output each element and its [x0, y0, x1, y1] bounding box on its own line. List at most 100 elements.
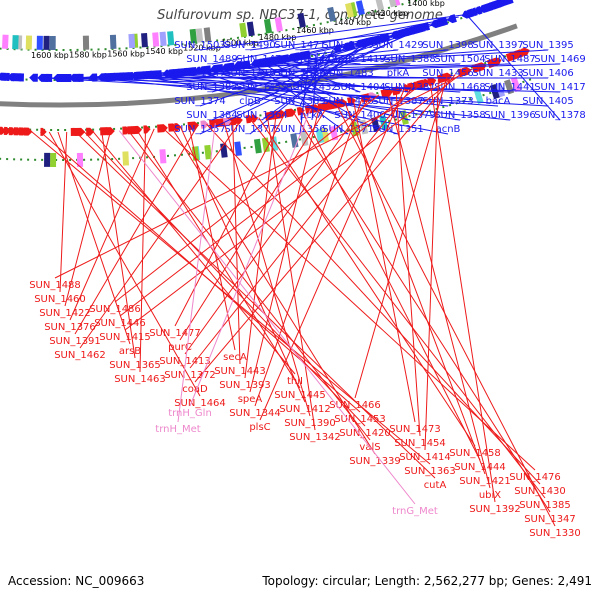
reverse-gene-label: SUN_1413: [159, 356, 211, 367]
reverse-gene-label: purC: [168, 342, 192, 353]
forward-gene-label: SUN_1487: [484, 54, 536, 65]
kbp-tick-label: 1400 kbp: [407, 0, 445, 8]
reverse-gene-label: SUN_1453: [334, 414, 386, 425]
reverse-label-leader: [75, 131, 436, 479]
reverse-label-leader: [54, 68, 473, 279]
reverse-gene-label: SUN_1444: [454, 462, 506, 473]
reverse-gene-arrow: [0, 126, 7, 135]
reverse-gene-label: arsB: [119, 346, 141, 357]
forward-gene-label: SUN_1374: [174, 96, 226, 107]
reverse-gene-arrow: [251, 114, 259, 123]
forward-cog-block: [43, 35, 50, 50]
reverse-label-leader: [101, 131, 136, 359]
reverse-label-leader: [114, 94, 380, 303]
reverse-gene-arrow: [13, 127, 22, 136]
forward-gene-label: SUN_1373: [422, 96, 474, 107]
reverse-label-leader: [335, 103, 556, 527]
reverse-gene-label: SUN_1412: [279, 404, 331, 415]
forward-gene-label: SUN_1429: [372, 40, 424, 51]
reverse-gene-label: SUN_1365: [109, 360, 161, 371]
reverse-gene-label: cutA: [424, 480, 447, 491]
forward-cog-block: [2, 34, 9, 49]
reverse-gene-label: SUN_1415: [99, 332, 151, 343]
reverse-gene-label: SUN_1477: [149, 328, 201, 339]
reverse-label-leader: [184, 96, 372, 355]
reverse-gene-arrow: [505, 52, 516, 62]
forward-gene-label: SUN_1471: [274, 40, 326, 51]
forward-gene-label: SUN_1398: [422, 40, 474, 51]
forward-gene-label: SUN_1351: [372, 124, 424, 135]
reverse-gene-label: SUN_1443: [214, 366, 266, 377]
reverse-gene-arrow: [18, 127, 28, 136]
reverse-label-leader: [395, 90, 421, 437]
reverse-gene-arrow: [285, 108, 296, 118]
reverse-cog-block: [510, 76, 521, 93]
kbp-tick-label: 1480 kbp: [259, 33, 297, 42]
reverse-gene-label: SUN_1473: [389, 424, 441, 435]
forward-gene-arrow: [2, 72, 10, 82]
reverse-gene-label: SUN_1392: [469, 504, 521, 515]
reverse-label-leader: [127, 129, 371, 441]
forward-cog-block: [195, 28, 204, 43]
reverse-gene-label: SUN_1330: [529, 528, 581, 539]
forward-cog-block: [263, 18, 273, 34]
reverse-label-leader: [344, 102, 486, 475]
topology-summary: Topology: circular; Length: 2,562,277 bp…: [262, 574, 592, 588]
forward-label-layer: SUN_1503SUN_1490SUN_1471SUN_1449SUN_1429…: [43, 14, 586, 135]
reverse-label-leader: [74, 124, 199, 335]
reverse-cog-block: [300, 131, 309, 147]
forward-cog-block: [297, 12, 306, 28]
reverse-gene-label: SUN_1339: [349, 456, 401, 467]
reverse-gene-label: SUN_1421: [459, 476, 511, 487]
forward-gene-label: SUN_1377: [224, 124, 276, 135]
reverse-gene-label: SUN_1422: [39, 308, 91, 319]
forward-label-leader: [466, 14, 561, 121]
reverse-gene-arrow: [86, 127, 95, 136]
kbp-tick-label: 1500 kbp: [221, 39, 259, 48]
forward-cog-block: [246, 21, 255, 37]
reverse-cog-block: [76, 152, 84, 167]
genome-backbone: [0, 23, 518, 108]
forward-gene-label: SUN_1405: [522, 96, 574, 107]
reverse-gene-arrow: [8, 127, 17, 136]
forward-gene-label: SUN_1483: [322, 68, 374, 79]
reverse-gene-arrow: [23, 127, 33, 136]
forward-gene-arrow: [7, 73, 15, 82]
kbp-tick-label: 1440 kbp: [333, 18, 371, 27]
reverse-label-leader: [189, 109, 311, 407]
reverse-label-leader: [69, 128, 155, 321]
forward-cog-block: [355, 0, 365, 16]
reverse-gene-label: SUN_1486: [89, 304, 141, 315]
reverse-cog-block: [495, 82, 506, 98]
reverse-gene-label: SUN_1342: [289, 432, 341, 443]
forward-label-leader: [199, 14, 467, 51]
forward-gene-arrow: [37, 73, 48, 82]
reverse-label-leader: [48, 131, 201, 397]
reverse-gene-label: SUN_1446: [94, 318, 146, 329]
reverse-label-leader: [79, 119, 242, 349]
reverse-gene-arrow: [168, 123, 178, 132]
reverse-gene-arrow: [380, 88, 393, 99]
forward-cog-block: [49, 35, 56, 51]
reverse-gene-label: SUN_1393: [219, 380, 271, 391]
forward-gene-label: SUN_1400: [334, 110, 386, 121]
reverse-gene-arrow: [174, 123, 182, 132]
reverse-label-leader: [223, 122, 311, 417]
reverse-label-leader: [124, 71, 464, 331]
forward-gene-label: SUN_1356: [274, 124, 326, 135]
reverse-gene-label: SUN_1476: [509, 472, 561, 483]
forward-label-leader: [261, 62, 361, 121]
reverse-gene-label: SUN_1347: [524, 514, 576, 525]
forward-gene-label: SUN_1504: [434, 54, 486, 65]
reverse-label-leader: [139, 129, 146, 373]
forward-cog-block: [189, 28, 198, 44]
forward-label-leader: [75, 49, 549, 79]
forward-gene-label: SUN_1489: [186, 54, 238, 65]
reverse-gene-arrow: [3, 126, 11, 135]
reverse-gene-label: speA: [238, 394, 263, 405]
reverse-gene-arrow: [321, 102, 331, 111]
reverse-cog-block: [44, 152, 51, 167]
reverse-gene-label: SUN_1363: [404, 466, 456, 477]
forward-gene-label: bacA: [486, 96, 511, 107]
forward-cog-block: [141, 33, 148, 48]
